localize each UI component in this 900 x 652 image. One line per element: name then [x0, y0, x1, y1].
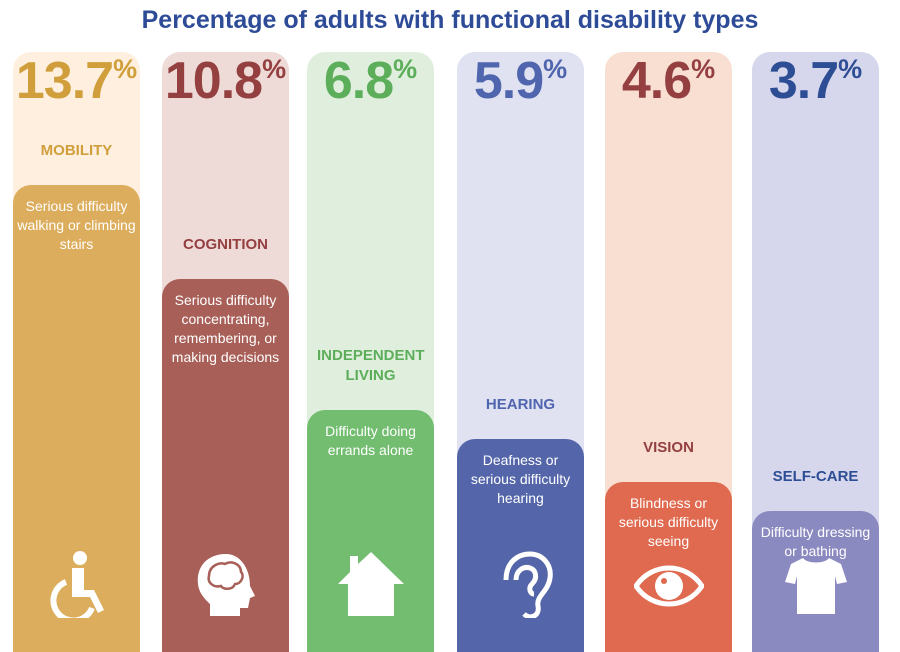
value-number: 10.8	[164, 52, 263, 110]
value-number: 4.6	[621, 52, 692, 110]
brain-head-icon	[197, 554, 255, 616]
category-label: VISION	[643, 438, 694, 456]
category-description: Serious difficulty walking or climbing s…	[17, 197, 136, 252]
percent-sign: %	[543, 54, 568, 84]
column-mobility: 13.7% MOBILITY Serious difficulty walking …	[13, 52, 140, 652]
value-number: 5.9	[473, 52, 544, 110]
wheelchair-icon	[49, 551, 104, 618]
bar-vision: Blindness or serious difficulty seeing	[605, 481, 732, 652]
bar-hearing: Deafness or serious difficulty hearing	[457, 439, 584, 652]
percent-sign: %	[691, 54, 716, 84]
shirt-icon	[784, 558, 847, 614]
value-label: 3.7%	[752, 54, 879, 108]
value-label: 13.7%	[13, 54, 140, 108]
category-description: Difficulty dressing or bathing	[760, 524, 871, 560]
percent-sign: %	[262, 54, 287, 84]
category-label: INDEPENDENT LIVING	[317, 346, 425, 384]
bar-independent-living: Difficulty doing errands alone	[307, 409, 434, 652]
eye-icon	[633, 565, 704, 607]
category-label: HEARING	[485, 396, 556, 414]
value-number: 13.7	[15, 52, 114, 110]
column-vision: 4.6% VISION Blindness or serious difficult…	[605, 52, 732, 652]
bar-cognition: Serious difficulty concentrating, rememb…	[162, 279, 289, 652]
bar-self-care: Difficulty dressing or bathing	[752, 511, 879, 652]
category-label: MOBILITY	[40, 141, 113, 159]
house-icon	[337, 552, 404, 616]
value-label: 4.6%	[605, 54, 732, 108]
category-description: Deafness or serious difficulty hearing	[470, 452, 571, 507]
category-description: Difficulty doing errands alone	[325, 422, 416, 458]
percent-sign: %	[393, 54, 418, 84]
category-label: SELF-CARE	[772, 468, 859, 486]
column-self-care: 3.7% SELF-CARE Difficulty dressing or bath…	[752, 52, 879, 652]
value-label: 5.9%	[457, 54, 584, 108]
bar-mobility: Serious difficulty walking or climbing s…	[13, 184, 140, 652]
percent-sign: %	[838, 54, 863, 84]
value-label: 6.8%	[307, 54, 434, 108]
chart-title: Percentage of adults with functional dis…	[141, 6, 759, 34]
value-number: 3.7	[768, 52, 839, 110]
percent-sign: %	[113, 54, 138, 84]
category-description: Blindness or serious difficulty seeing	[618, 494, 719, 549]
value-number: 6.8	[323, 52, 394, 110]
column-hearing: 5.9% HEARING Deafness or serious difficult…	[457, 52, 584, 652]
ear-icon	[503, 551, 553, 618]
value-label: 10.8%	[162, 54, 289, 108]
category-description: Serious difficulty concentrating, rememb…	[171, 292, 280, 366]
column-independent-living: 6.8% INDEPENDENT LIVING Difficulty doing e…	[307, 52, 434, 652]
category-label: COGNITION	[183, 236, 268, 254]
column-cognition: 10.8% COGNITION Serious difficulty concent…	[162, 52, 289, 652]
